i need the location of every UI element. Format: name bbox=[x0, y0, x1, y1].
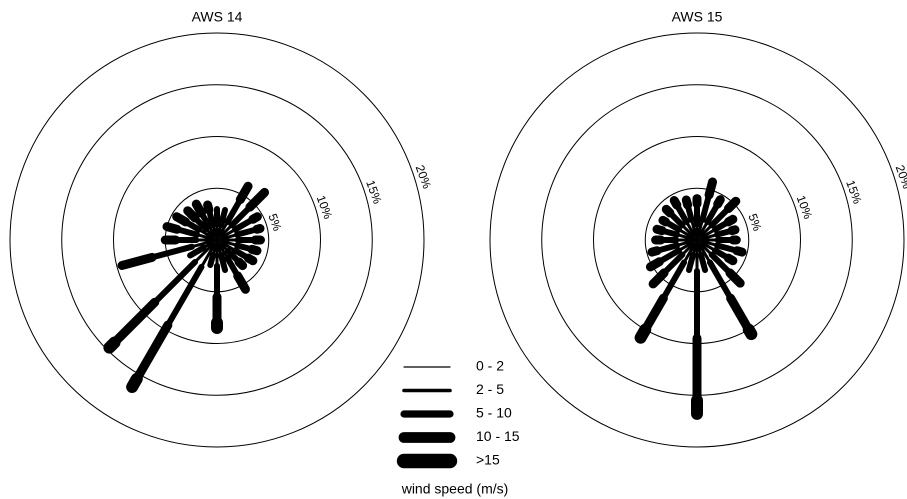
ring-label: 10% bbox=[314, 193, 335, 221]
wind-segment bbox=[732, 246, 747, 257]
wind-segment bbox=[647, 246, 662, 257]
legend-title: wind speed (m/s) bbox=[401, 481, 509, 497]
wind-segment bbox=[172, 212, 191, 227]
wind-segment bbox=[634, 323, 652, 344]
wind-segment bbox=[190, 239, 214, 249]
wind-segment bbox=[191, 199, 206, 218]
legend-label: 10 - 15 bbox=[476, 428, 520, 444]
legend-label: 5 - 10 bbox=[476, 405, 512, 421]
wind-segment bbox=[669, 196, 682, 210]
wind-segment bbox=[723, 253, 738, 266]
wind-segment bbox=[110, 297, 160, 347]
wind-segment bbox=[704, 177, 718, 200]
legend-label: 2 - 5 bbox=[476, 381, 504, 397]
wind-segment bbox=[645, 257, 664, 272]
ring-label: 20% bbox=[413, 163, 434, 191]
wind-segment bbox=[234, 257, 248, 271]
wind-segment bbox=[235, 181, 253, 205]
ring-label: 15% bbox=[363, 178, 384, 206]
wind-segment bbox=[706, 259, 734, 302]
wind-segment bbox=[723, 196, 741, 214]
wind-segment bbox=[149, 243, 196, 261]
wind-segment bbox=[243, 253, 258, 266]
wind-segment bbox=[252, 223, 265, 234]
ring-label: 10% bbox=[794, 193, 815, 221]
wind-segment bbox=[117, 252, 157, 270]
wind-segment bbox=[193, 242, 215, 264]
wind-segment bbox=[207, 251, 216, 268]
wind-segment bbox=[218, 207, 229, 229]
legend-label: 0 - 2 bbox=[476, 358, 504, 374]
wind-segment bbox=[132, 320, 173, 384]
legend-label: >15 bbox=[476, 452, 500, 468]
wind-segment bbox=[151, 258, 199, 306]
wind-segment bbox=[640, 293, 668, 335]
wind-segment bbox=[648, 268, 669, 289]
ring bbox=[113, 136, 321, 344]
wind-segment bbox=[698, 242, 712, 264]
wind-segment bbox=[103, 336, 121, 354]
wind-segment bbox=[726, 293, 754, 335]
wind-segment bbox=[652, 224, 667, 236]
wind-segment bbox=[661, 204, 675, 218]
wind-segment bbox=[727, 225, 740, 236]
ring-label: 5% bbox=[745, 212, 764, 233]
chart-title: AWS 14 bbox=[192, 9, 243, 25]
wind-segment bbox=[682, 242, 696, 264]
wind-segment bbox=[199, 242, 216, 269]
wind-segment bbox=[233, 271, 250, 294]
wind-segment bbox=[248, 212, 262, 224]
ring-label: 5% bbox=[265, 212, 284, 233]
wind-segment bbox=[126, 372, 143, 393]
wind-segment bbox=[742, 323, 758, 341]
wind-segment bbox=[698, 251, 709, 273]
wind-segment bbox=[725, 268, 745, 288]
ring-label: 15% bbox=[843, 178, 864, 206]
ring bbox=[61, 84, 373, 396]
wind-segment bbox=[658, 215, 671, 227]
wind-segment bbox=[681, 195, 693, 210]
ring bbox=[489, 32, 905, 448]
wind-segment bbox=[660, 259, 688, 302]
wind-segment bbox=[713, 195, 725, 209]
wind-segment bbox=[187, 244, 207, 259]
wind-segment bbox=[218, 251, 229, 273]
ring-label: 20% bbox=[893, 163, 907, 191]
wind-segment bbox=[164, 263, 205, 329]
chart-title: AWS 15 bbox=[672, 9, 723, 25]
wind-segment bbox=[183, 206, 200, 223]
wind-segment bbox=[247, 244, 262, 256]
wind-segment bbox=[203, 200, 214, 215]
ring bbox=[9, 32, 425, 448]
wind-segment bbox=[723, 214, 738, 227]
wind-segment bbox=[685, 251, 696, 273]
wind-segment bbox=[162, 222, 182, 234]
wind-segment bbox=[245, 187, 270, 212]
